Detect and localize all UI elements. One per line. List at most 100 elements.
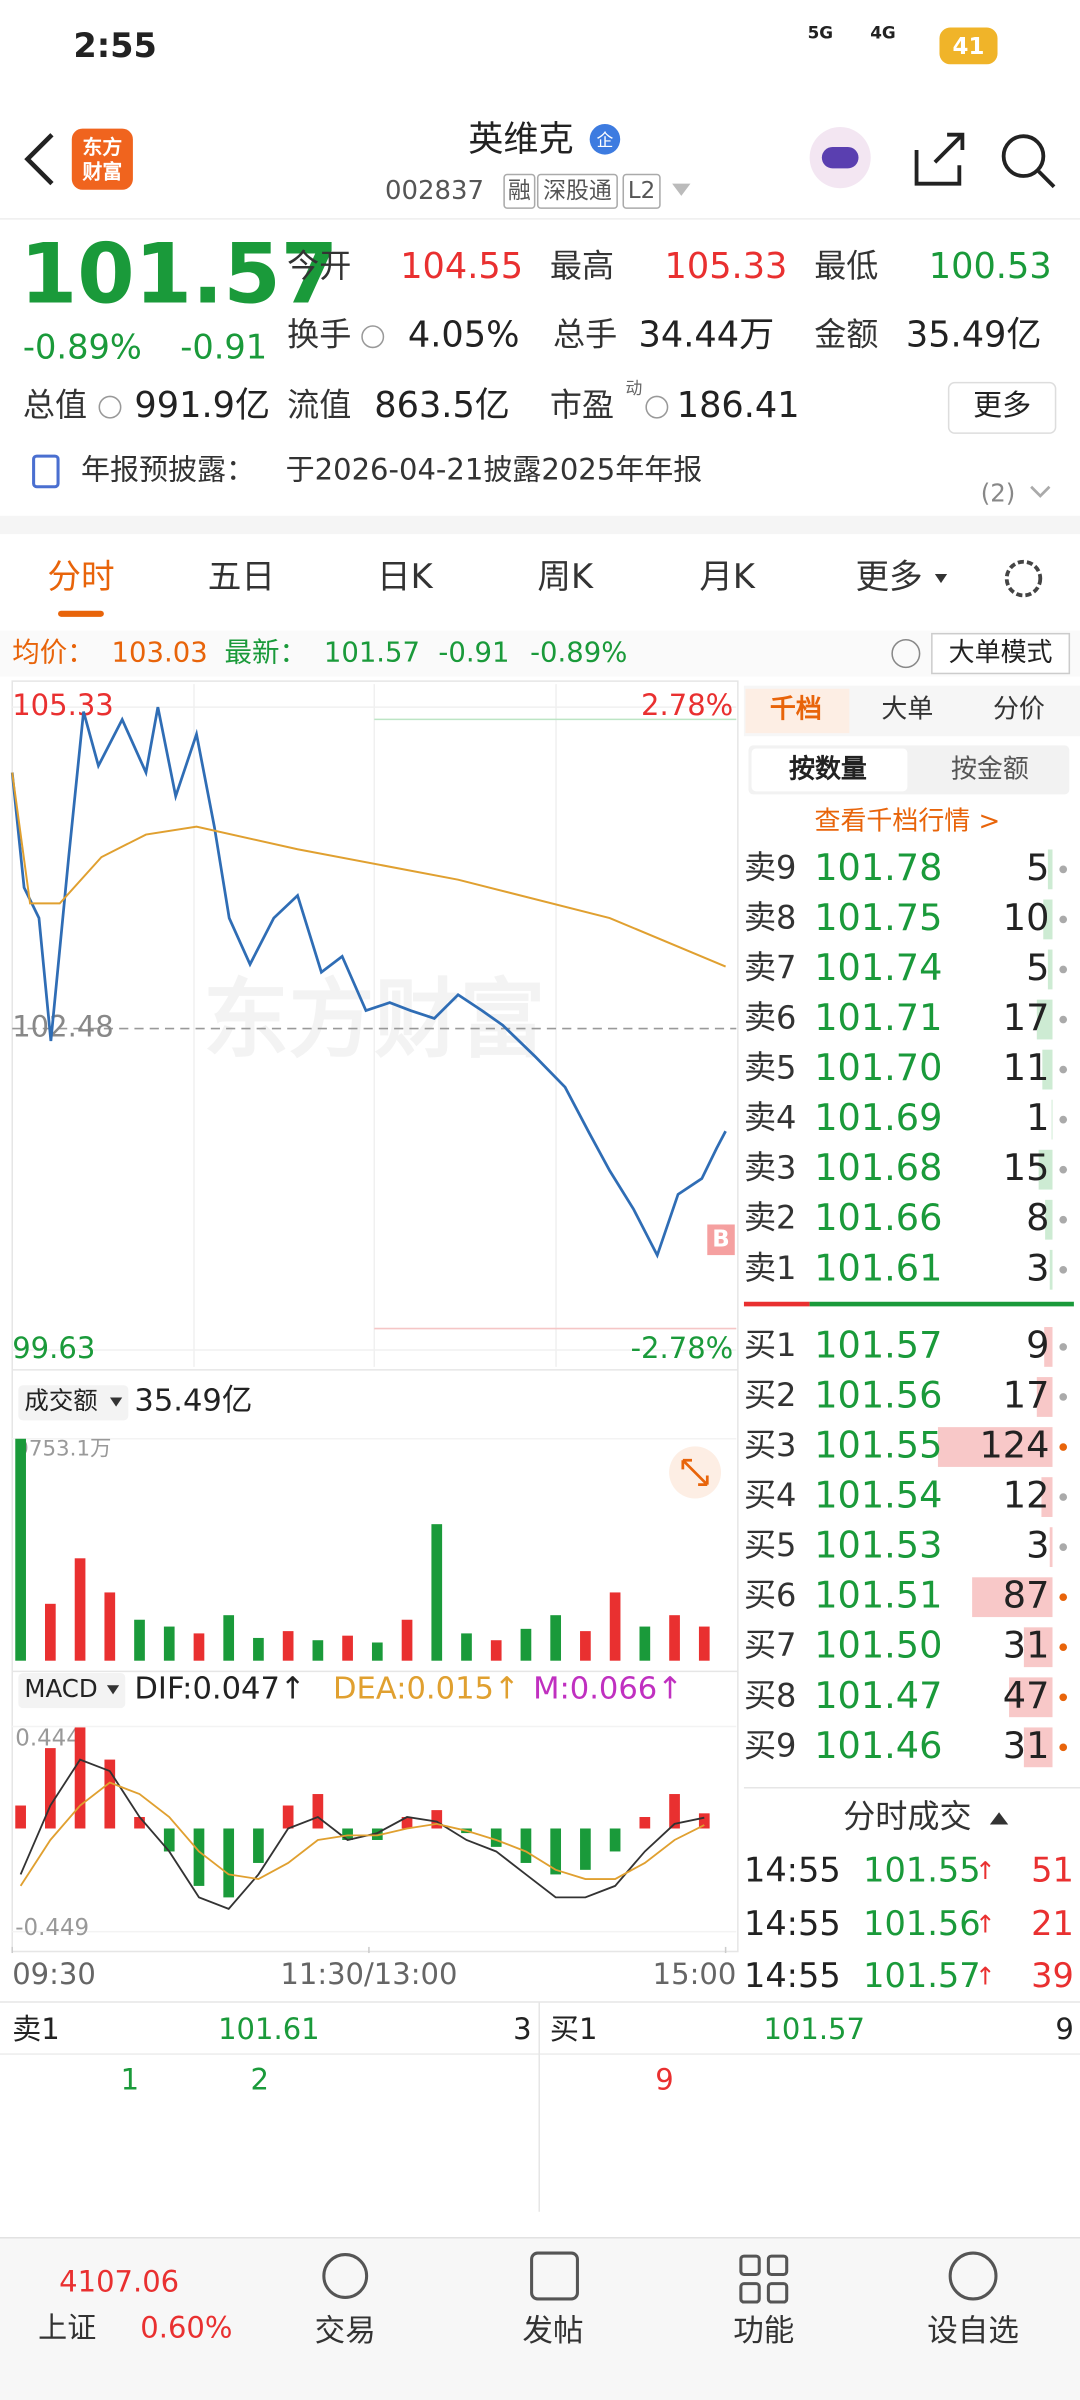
- back-icon[interactable]: [24, 133, 54, 186]
- index-change[interactable]: 0.60%: [140, 2311, 232, 2345]
- trade-marker-bg: [707, 1224, 735, 1256]
- queue-qty: 9: [1055, 2012, 1073, 2046]
- book-level: 卖9: [744, 848, 796, 886]
- macd-selector-label: MACD: [24, 1674, 97, 1703]
- volume-bar: [698, 1626, 710, 1661]
- chevron[interactable]: [1030, 485, 1051, 498]
- logo-text: 东方: [83, 136, 123, 159]
- tab[interactable]: 五日: [208, 557, 275, 596]
- volume-bar: [342, 1635, 353, 1661]
- macd-bar: [74, 1727, 86, 1829]
- nav-item[interactable]: 功能: [733, 2314, 794, 2349]
- nav-item[interactable]: 交易: [315, 2314, 376, 2349]
- volume-bar: [461, 1633, 472, 1661]
- quantity-bar: [1041, 1477, 1053, 1517]
- macd-selector[interactable]: [18, 1672, 126, 1709]
- macd-bar: [134, 1817, 145, 1829]
- tab[interactable]: 更多: [855, 557, 922, 596]
- macd-bar: [163, 1828, 175, 1852]
- queue-label: 卖1: [12, 2012, 59, 2046]
- macd-bar: [193, 1828, 205, 1886]
- share-icon[interactable]: [914, 132, 965, 186]
- volume-bar: [134, 1619, 145, 1661]
- y-tick-label: 105.33: [12, 688, 114, 722]
- macd-bar: [401, 1817, 413, 1829]
- dropdown-icon[interactable]: [672, 183, 691, 196]
- queue-order: 2: [250, 2063, 268, 2097]
- volume-bar: [609, 1592, 621, 1661]
- book-price: 101.57: [814, 1323, 942, 1366]
- volume-bar: [490, 1640, 502, 1661]
- info-icon[interactable]: [361, 325, 385, 349]
- book-link[interactable]: 查看千档行情 >: [815, 806, 1001, 836]
- info-icon[interactable]: [645, 395, 669, 419]
- mode-label[interactable]: 大单模式: [949, 638, 1053, 668]
- tag-box: [622, 173, 661, 209]
- quantity-bar: [937, 1427, 1053, 1467]
- help-icon[interactable]: [891, 639, 921, 669]
- macd-bar: [550, 1828, 562, 1875]
- volume-selector[interactable]: [18, 1385, 129, 1421]
- index-value[interactable]: 4107.06: [59, 2265, 179, 2299]
- x-tick-label: 11:30/13:00: [280, 1957, 457, 1991]
- book-dot: [1059, 1593, 1068, 1602]
- stat-value: 34.44万: [639, 315, 775, 356]
- info-change: -0.91: [438, 637, 509, 669]
- more-button[interactable]: [947, 381, 1057, 434]
- logo: [71, 128, 133, 190]
- trade-time: 14:55: [744, 1850, 841, 1889]
- book-price: 101.66: [814, 1196, 942, 1239]
- tab[interactable]: 周K: [537, 557, 594, 596]
- nav-item[interactable]: 发帖: [522, 2314, 583, 2349]
- mode-button[interactable]: [931, 632, 1071, 675]
- nav-item[interactable]: 设自选: [927, 2314, 1019, 2349]
- book-level: 卖6: [744, 999, 796, 1037]
- volume-bar: [520, 1628, 532, 1661]
- volume-bar: [550, 1615, 562, 1661]
- tab[interactable]: 月K: [699, 557, 756, 596]
- book-dot: [1059, 1265, 1068, 1274]
- book-dot: [1059, 1493, 1068, 1501]
- tab[interactable]: 分时: [47, 557, 114, 596]
- book-level: 卖1: [744, 1249, 796, 1287]
- change-percent: -0.89%: [23, 327, 142, 366]
- stock-code: 002837: [385, 176, 484, 206]
- average-line: [11, 772, 726, 968]
- y-tick-label: 0.444: [15, 1725, 81, 1751]
- search-icon[interactable]: [1001, 134, 1046, 178]
- volume-selector-label: 成交额: [24, 1386, 97, 1415]
- book-tab[interactable]: 分价: [993, 695, 1045, 725]
- settings-icon[interactable]: [1004, 559, 1043, 598]
- info-change-pct: -0.89%: [530, 637, 627, 669]
- info-last-label: 最新：: [225, 637, 307, 669]
- trade-marker: B: [712, 1226, 729, 1252]
- subtab-active[interactable]: [751, 748, 908, 792]
- stat-label: 今开: [287, 247, 351, 285]
- book-qty: 12: [1003, 1474, 1050, 1517]
- macd-bar: [312, 1794, 324, 1829]
- book-subtab[interactable]: 按数量: [789, 753, 867, 784]
- y-tick-label: 102.48: [12, 1010, 114, 1044]
- more-button-label[interactable]: 更多: [973, 388, 1031, 422]
- tag: L2: [628, 178, 655, 204]
- trade-direction: ↑: [975, 1856, 995, 1885]
- book-tab[interactable]: 千档: [770, 695, 822, 725]
- index-name[interactable]: 上证: [38, 2311, 96, 2345]
- logo-text: 财富: [83, 160, 123, 183]
- tab[interactable]: 日K: [377, 557, 434, 596]
- stat-label: 流值: [287, 386, 351, 424]
- nav-icon: [322, 2253, 369, 2299]
- status-time: 2:55: [73, 26, 157, 65]
- stat-value: 105.33: [665, 246, 788, 287]
- dropdown-icon: [109, 1397, 123, 1407]
- book-qty: 124: [979, 1424, 1049, 1467]
- info-icon[interactable]: [98, 395, 122, 419]
- info-bar: [0, 630, 1080, 677]
- book-subtab[interactable]: 按金额: [951, 754, 1029, 784]
- quantity-bar: [1045, 1199, 1053, 1240]
- volume-bar: [45, 1603, 56, 1661]
- book-tab[interactable]: 大单: [881, 695, 933, 725]
- network-label: 4G: [870, 23, 895, 43]
- book-dot: [1059, 1015, 1068, 1024]
- quantity-bar: [1051, 1099, 1053, 1140]
